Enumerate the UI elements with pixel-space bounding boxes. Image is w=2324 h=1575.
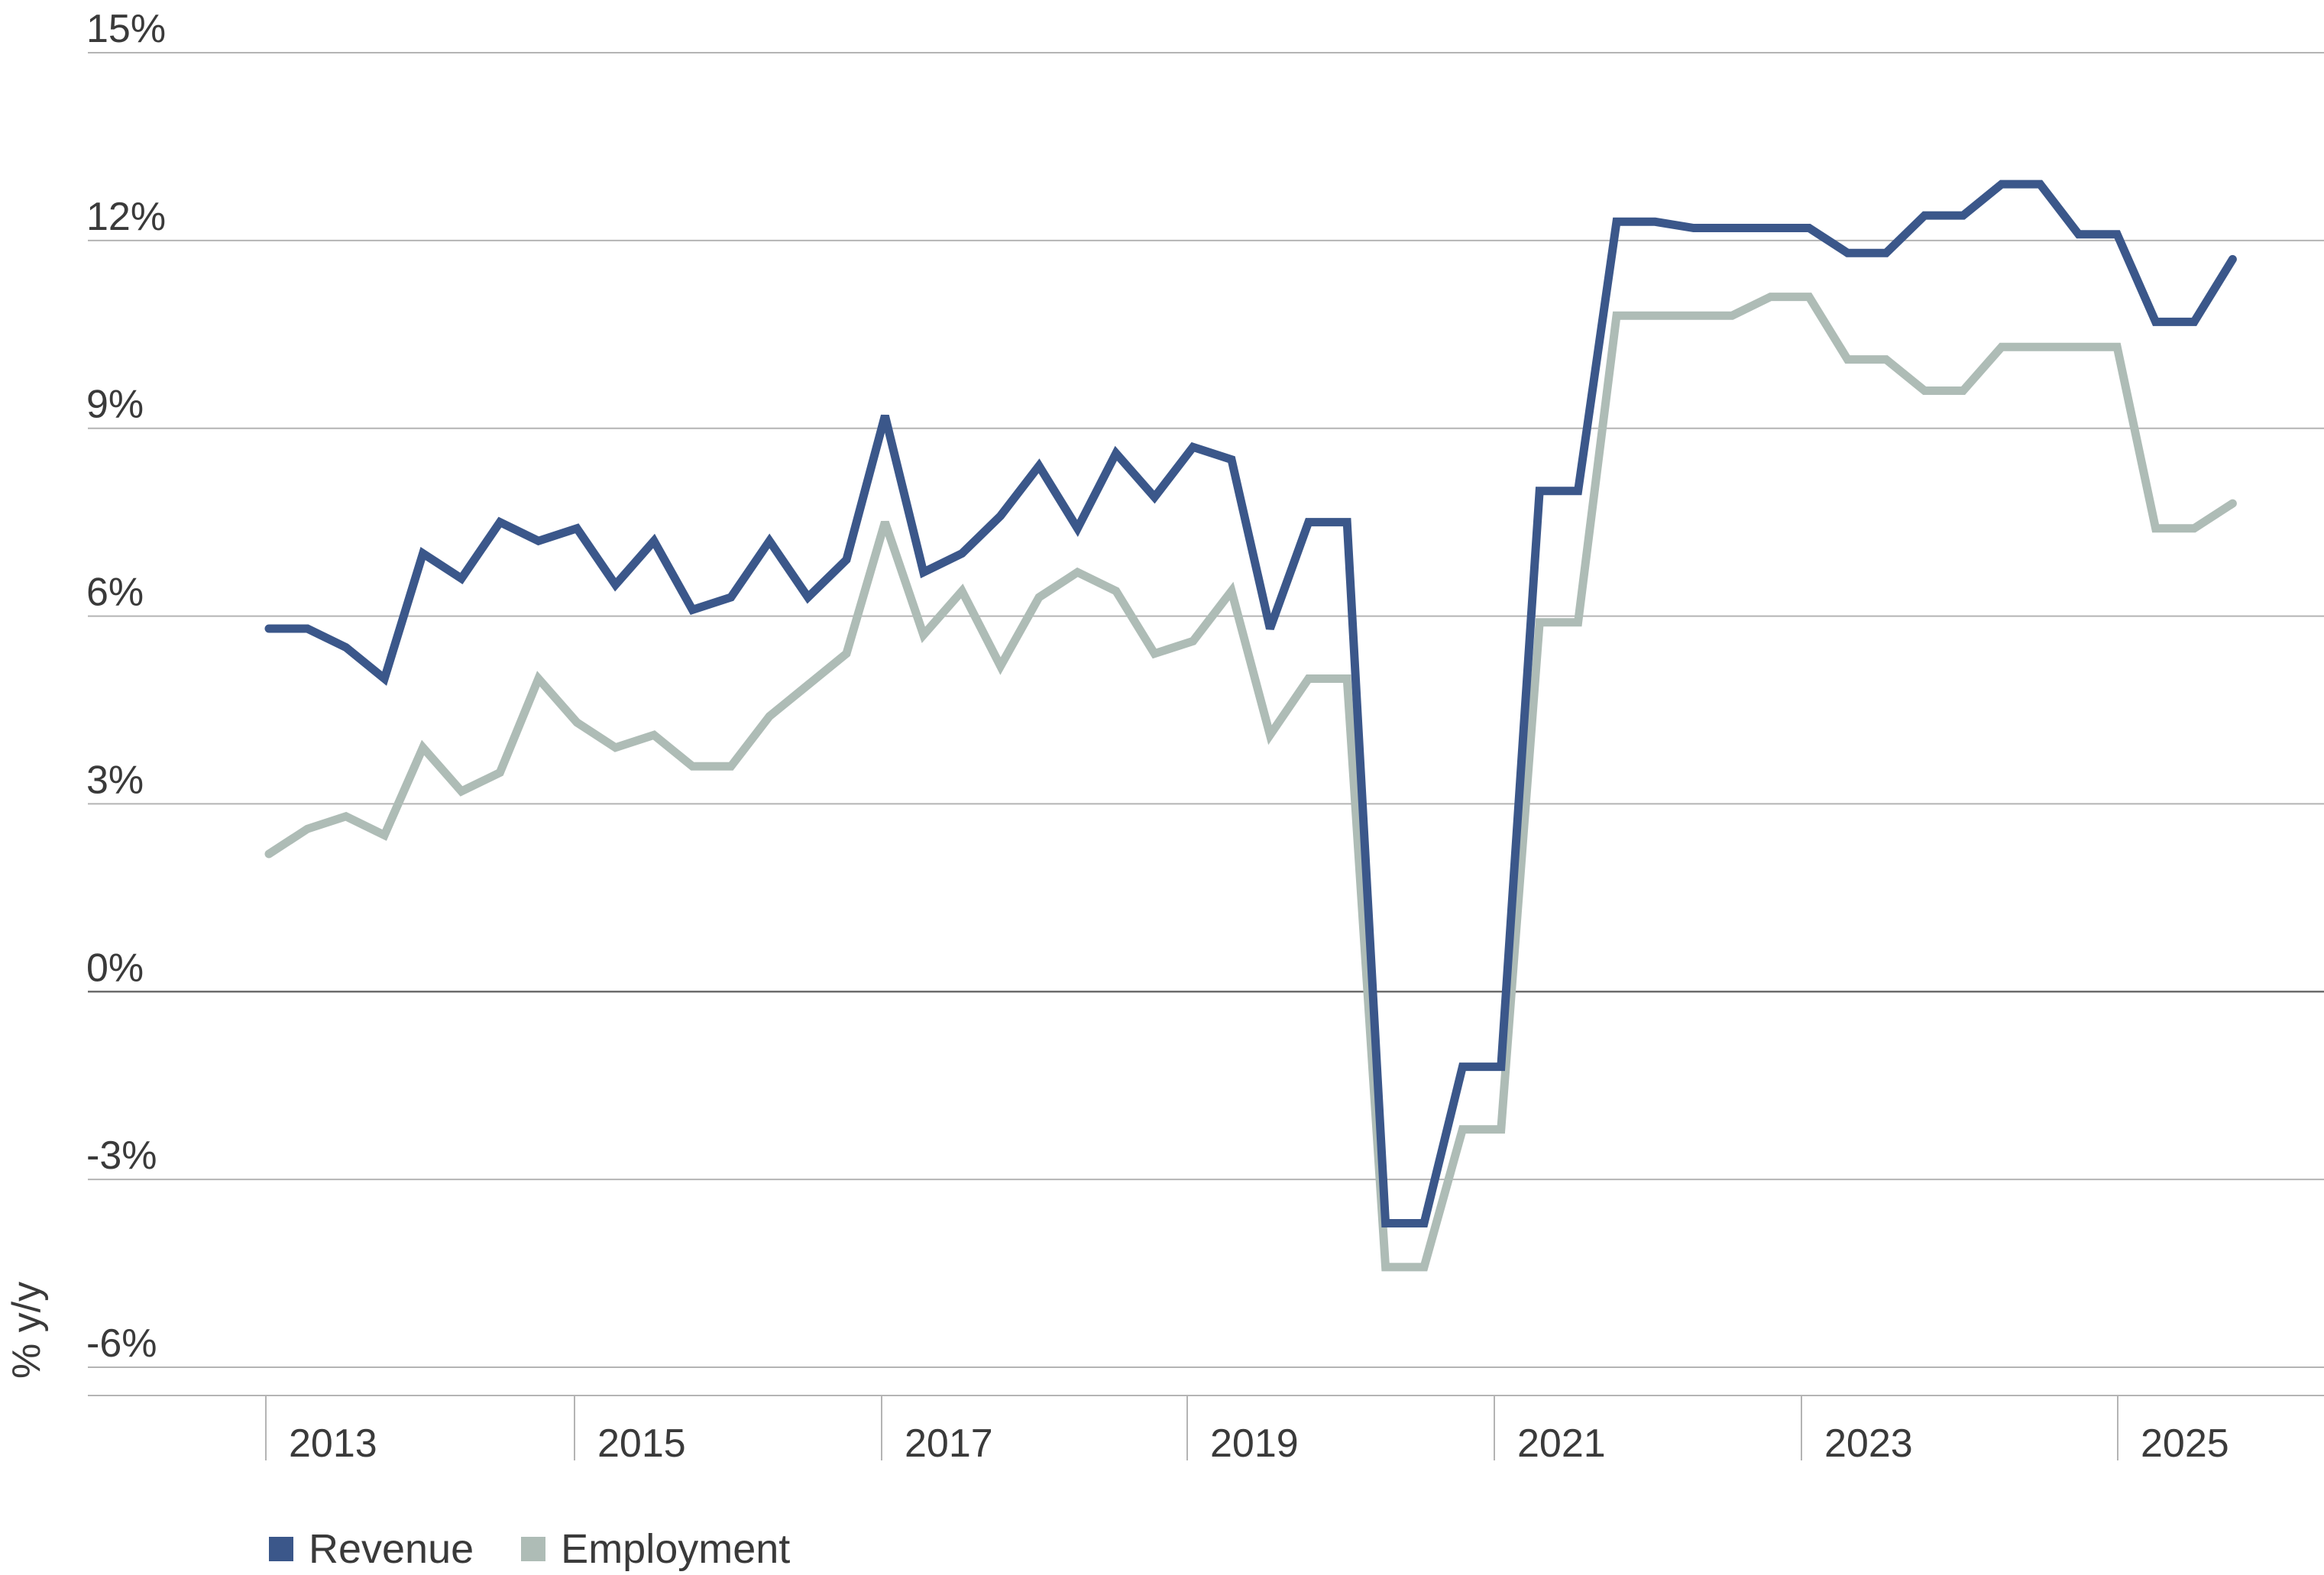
x-tick-label: 2015 <box>597 1421 686 1466</box>
x-tick-label: 2019 <box>1210 1421 1299 1466</box>
legend-swatch-revenue <box>269 1537 293 1561</box>
legend-swatch-employment <box>521 1537 546 1561</box>
series-line-employment <box>264 293 2237 1272</box>
y-tick-label: 12% <box>86 195 166 239</box>
y-tick-label: 0% <box>86 946 144 990</box>
x-tick-label: 2013 <box>289 1421 377 1466</box>
x-tick-label: 2025 <box>2141 1421 2229 1466</box>
x-tick-label: 2021 <box>1517 1421 1606 1466</box>
y-tick-label: 6% <box>86 571 144 615</box>
gridlines <box>88 52 2324 1368</box>
y-axis-label: % y/y <box>5 1282 49 1379</box>
y-tick-label: 15% <box>86 7 166 51</box>
legend-label-employment: Employment <box>561 1526 791 1572</box>
x-tick-label: 2023 <box>1824 1421 1913 1466</box>
y-tick-label: 9% <box>86 383 144 427</box>
legend: Revenue Employment <box>269 1526 837 1572</box>
legend-label-revenue: Revenue <box>309 1526 474 1572</box>
x-tick-label: 2017 <box>905 1421 993 1466</box>
series-line-revenue <box>264 179 2237 1227</box>
y-tick-label: -3% <box>86 1134 157 1178</box>
y-tick-labels: -6% -3% 0% 3% 6% 9% 12% 15% <box>86 7 166 1366</box>
legend-item-revenue: Revenue <box>269 1525 474 1573</box>
x-axis: 2013 2015 2017 2019 2021 2023 2025 <box>88 1395 2324 1466</box>
legend-item-employment: Employment <box>521 1525 790 1573</box>
y-tick-label: 3% <box>86 758 144 802</box>
y-tick-label: -6% <box>86 1321 157 1366</box>
series-lines <box>264 179 2237 1272</box>
